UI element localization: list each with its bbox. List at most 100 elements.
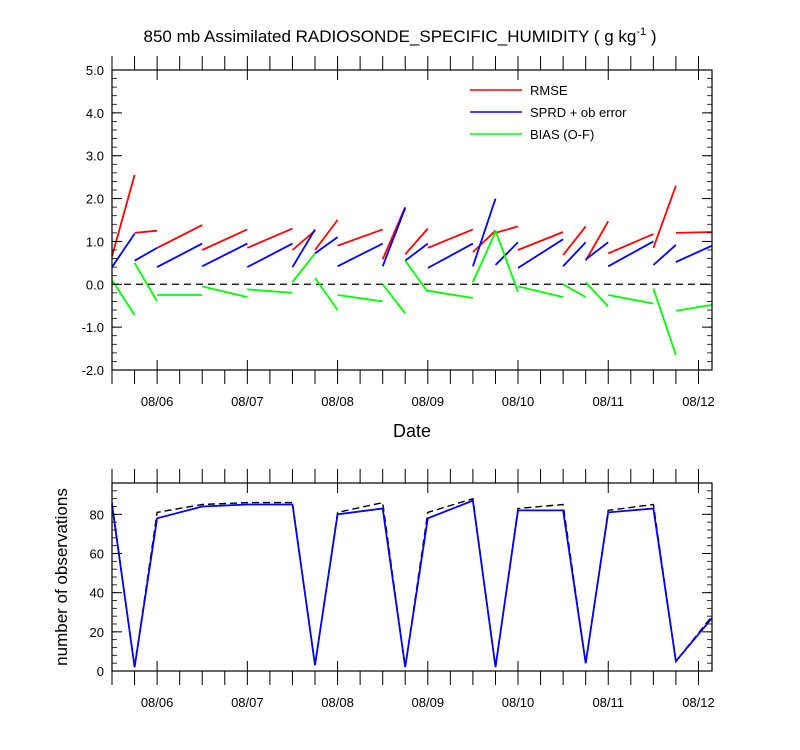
top-series-bias-o-f-segment: [472, 231, 497, 283]
top-ytick-label: 3.0: [86, 149, 104, 164]
top-series-rmse-segment: [495, 225, 519, 234]
top-series-sprd-ob-error-segment: [585, 241, 609, 261]
top-series-bias-o-f-segment: [314, 277, 339, 311]
top-xtick-label: 08/12: [682, 394, 715, 409]
bottom-ytick-label: 60: [90, 547, 104, 562]
top-series-bias-o-f-segment: [652, 288, 677, 356]
bottom-plot-content: [111, 497, 713, 668]
top-series-sprd-ob-error-segment: [404, 242, 429, 262]
top-series-bias-o-f-segment: [247, 288, 293, 294]
bottom-xtick-label: 08/11: [592, 695, 624, 710]
bottom-xtick-label: 08/09: [412, 695, 445, 710]
top-series-rmse-segment: [404, 228, 429, 255]
chart-title: 850 mb Assimilated RADIOSONDE_SPECIFIC_H…: [144, 26, 657, 46]
top-panel: -2.0 -1.0 0.0 1.0 2.0 3.0 4.0 5.0 08/06 08/07 08/0…: [82, 56, 715, 441]
bottom-xtick-label: 08/07: [231, 695, 264, 710]
top-plot-content: [111, 174, 713, 356]
top-series-bias-o-f-segment: [427, 289, 474, 299]
top-series-rmse-segment: [472, 230, 497, 253]
top-series-bias-o-f-segment: [494, 230, 519, 293]
top-series-rmse-segment: [427, 228, 474, 249]
top-series-rmse-segment: [134, 229, 158, 234]
top-series-sprd-ob-error-segment: [246, 242, 293, 268]
top-ytick-label: 5.0: [86, 63, 104, 78]
top-series-rmse-segment: [156, 224, 203, 249]
top-series-sprd-ob-error-segment: [427, 242, 474, 269]
bottom-xtick-label: 08/06: [141, 695, 174, 710]
bottom-xtick-label: 08/12: [682, 695, 715, 710]
bottom-series-possible-line: [111, 497, 713, 668]
top-series-sprd-ob-error-segment: [134, 247, 158, 262]
top-series-rmse-segment: [652, 185, 677, 249]
bottom-ytick-label: 40: [90, 586, 104, 601]
top-series-bias-o-f-segment: [337, 294, 383, 303]
top-xtick-label: 08/10: [502, 394, 535, 409]
top-series-rmse-segment: [201, 228, 248, 251]
top-series-bias-o-f-segment: [381, 283, 406, 314]
top-series-rmse-segment: [562, 225, 587, 256]
top-ytick-label: 1.0: [86, 234, 104, 249]
top-xtick-label: 08/08: [321, 394, 354, 409]
top-series-rmse-segment: [291, 230, 316, 251]
top-series-sprd-ob-error-segment: [337, 242, 384, 268]
top-series-bias-o-f-segment: [517, 285, 564, 298]
y-axis-label-observations: number of observations: [52, 488, 71, 666]
bottom-panel: 0 20 40 60 80 08/06 08/07 08/08 08/09 08/10 08/11 0…: [52, 469, 715, 710]
top-series-sprd-ob-error-segment: [517, 238, 564, 269]
chart-title-main: 850 mb Assimilated RADIOSONDE_SPECIFIC_H…: [144, 27, 637, 46]
bottom-ytick-label: 0: [97, 664, 104, 679]
top-series-bias-o-f-segment: [608, 294, 654, 305]
chart-title-exponent: -1: [636, 26, 646, 38]
top-plot-frame: [111, 69, 713, 371]
top-series-sprd-ob-error-segment: [381, 207, 407, 267]
top-legend: RMSE SPRD + ob error BIAS (O-F): [470, 83, 627, 142]
top-series-rmse-segment: [111, 174, 136, 257]
top-series-bias-o-f-segment: [562, 283, 587, 298]
top-series-rmse-segment: [584, 220, 609, 262]
top-series-rmse-segment: [675, 231, 713, 234]
top-ytick-label: -2.0: [82, 363, 104, 378]
legend-label-rmse: RMSE: [530, 83, 568, 98]
top-series-rmse-segment: [246, 227, 293, 249]
top-ytick-label: -1.0: [82, 320, 104, 335]
top-xtick-label: 08/11: [592, 394, 624, 409]
bottom-ytick-label: 20: [90, 625, 104, 640]
top-series-sprd-ob-error-segment: [562, 241, 587, 267]
top-series-sprd-ob-error-segment: [111, 233, 136, 268]
top-series-sprd-ob-error-segment: [675, 244, 713, 263]
bottom-xtick-label: 08/10: [502, 695, 535, 710]
legend-label-sprd: SPRD + ob error: [530, 105, 627, 120]
top-series-bias-o-f-segment: [585, 281, 609, 308]
bottom-ytick-label: 80: [90, 507, 104, 522]
top-xtick-label: 08/06: [141, 394, 174, 409]
top-series-sprd-ob-error-segment: [472, 198, 497, 267]
top-series-sprd-ob-error-segment: [201, 242, 248, 268]
bottom-xtick-label: 08/08: [321, 695, 354, 710]
top-series-bias-o-f-segment: [133, 262, 158, 302]
bottom-ticks: 0 20 40 60 80 08/06 08/07 08/08 08/09 08/10 08/11 0…: [90, 469, 715, 710]
legend-label-bias: BIAS (O-F): [530, 127, 594, 142]
top-series-bias-o-f-segment: [201, 285, 248, 298]
top-series-bias-o-f-segment: [404, 260, 429, 293]
top-series-rmse-segment: [607, 233, 654, 255]
top-series-bias-o-f-segment: [291, 252, 316, 283]
top-series-rmse-segment: [337, 228, 384, 247]
top-series-rmse-segment: [517, 231, 564, 251]
top-ytick-label: 4.0: [86, 106, 104, 121]
top-series-sprd-ob-error-segment: [291, 228, 316, 268]
top-ytick-label: 2.0: [86, 192, 104, 207]
top-series-sprd-ob-error-segment: [494, 241, 519, 266]
bottom-series-used-line: [111, 499, 713, 668]
top-ticks: -2.0 -1.0 0.0 1.0 2.0 3.0 4.0 5.0 08/06 08/07 08/0…: [82, 56, 715, 409]
chart-title-close: ): [646, 27, 656, 46]
top-xtick-label: 08/07: [231, 394, 264, 409]
top-ytick-label: 0.0: [86, 277, 104, 292]
top-series-bias-o-f-segment: [111, 279, 136, 316]
top-series-bias-o-f-segment: [675, 304, 713, 312]
top-series-sprd-ob-error-segment: [314, 236, 339, 255]
top-series-sprd-ob-error-segment: [652, 244, 677, 266]
top-xtick-label: 08/09: [412, 394, 445, 409]
top-series-sprd-ob-error-segment: [607, 240, 654, 268]
x-axis-label: Date: [393, 421, 431, 441]
